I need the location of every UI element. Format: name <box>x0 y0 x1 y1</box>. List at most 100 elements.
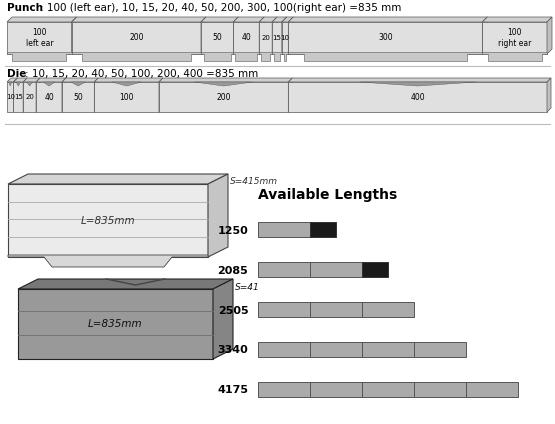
Text: 15: 15 <box>273 35 281 41</box>
Text: 200: 200 <box>129 33 144 42</box>
Text: Available Lengths: Available Lengths <box>258 188 397 202</box>
Polygon shape <box>62 78 98 82</box>
Text: Die: Die <box>7 69 27 79</box>
Polygon shape <box>72 17 77 54</box>
Polygon shape <box>208 174 228 257</box>
Text: 100
right ear: 100 right ear <box>498 28 531 48</box>
Text: 100
left ear: 100 left ear <box>26 28 53 48</box>
Polygon shape <box>13 78 27 82</box>
Bar <box>414 382 466 397</box>
Polygon shape <box>482 17 552 22</box>
Polygon shape <box>16 82 21 86</box>
Bar <box>362 262 388 277</box>
Bar <box>310 262 362 277</box>
Polygon shape <box>288 17 487 22</box>
Polygon shape <box>213 279 233 359</box>
Bar <box>310 342 362 357</box>
Bar <box>362 342 414 357</box>
Polygon shape <box>36 78 40 112</box>
Polygon shape <box>159 78 292 82</box>
Polygon shape <box>7 82 13 112</box>
Text: L=835mm: L=835mm <box>80 215 135 226</box>
Text: 400: 400 <box>410 92 425 101</box>
Polygon shape <box>282 52 288 61</box>
Bar <box>258 262 310 277</box>
Polygon shape <box>482 52 547 61</box>
Polygon shape <box>18 279 233 289</box>
Text: 200: 200 <box>216 92 231 101</box>
Polygon shape <box>13 82 23 112</box>
Polygon shape <box>233 17 264 22</box>
Bar <box>414 342 466 357</box>
Polygon shape <box>282 22 288 54</box>
Polygon shape <box>272 22 282 54</box>
Polygon shape <box>8 184 208 257</box>
Polygon shape <box>7 22 72 54</box>
Bar <box>362 382 414 397</box>
Polygon shape <box>159 82 288 112</box>
Polygon shape <box>94 78 98 112</box>
Bar <box>258 222 310 237</box>
Bar <box>310 382 362 397</box>
Polygon shape <box>288 52 482 61</box>
Text: 15: 15 <box>14 94 23 100</box>
Polygon shape <box>94 82 159 112</box>
Text: 10: 10 <box>281 35 290 41</box>
Polygon shape <box>360 82 476 86</box>
Polygon shape <box>201 52 233 61</box>
Polygon shape <box>259 52 272 61</box>
Polygon shape <box>282 17 287 54</box>
Polygon shape <box>272 17 287 22</box>
Polygon shape <box>259 17 277 22</box>
Polygon shape <box>282 17 293 22</box>
Text: 40: 40 <box>44 92 54 101</box>
Polygon shape <box>159 78 163 112</box>
Text: 50: 50 <box>73 92 83 101</box>
Polygon shape <box>23 82 36 112</box>
Polygon shape <box>72 22 201 54</box>
Polygon shape <box>482 22 547 54</box>
Text: 40: 40 <box>241 33 251 42</box>
Polygon shape <box>36 82 62 112</box>
Polygon shape <box>233 17 238 54</box>
Bar <box>258 382 310 397</box>
Polygon shape <box>195 82 253 86</box>
Text: 20: 20 <box>261 35 270 41</box>
Polygon shape <box>72 17 206 22</box>
Polygon shape <box>23 78 40 82</box>
Polygon shape <box>8 255 208 267</box>
Polygon shape <box>272 52 282 61</box>
Bar <box>362 302 414 317</box>
Polygon shape <box>112 82 141 86</box>
Polygon shape <box>9 82 12 86</box>
Text: 100: 100 <box>119 92 134 101</box>
Polygon shape <box>288 78 292 112</box>
Polygon shape <box>8 174 228 184</box>
Polygon shape <box>13 78 17 112</box>
Bar <box>310 222 336 237</box>
Polygon shape <box>288 17 293 54</box>
Bar <box>258 342 310 357</box>
Polygon shape <box>272 17 277 54</box>
Polygon shape <box>36 78 66 82</box>
Polygon shape <box>547 78 551 112</box>
Polygon shape <box>547 17 552 54</box>
Polygon shape <box>18 289 213 359</box>
Polygon shape <box>482 17 487 54</box>
Text: 50: 50 <box>213 33 222 42</box>
Bar <box>258 302 310 317</box>
Polygon shape <box>27 82 33 86</box>
Text: 20: 20 <box>25 94 34 100</box>
Text: 300: 300 <box>378 33 392 42</box>
Text: : 10, 15, 20, 40, 50, 100, 200, 400 =835 mm: : 10, 15, 20, 40, 50, 100, 200, 400 =835… <box>25 69 258 79</box>
Polygon shape <box>71 82 85 86</box>
Text: 10: 10 <box>6 94 15 100</box>
Polygon shape <box>201 17 238 22</box>
Bar <box>466 382 518 397</box>
Polygon shape <box>201 17 206 54</box>
Polygon shape <box>288 82 547 112</box>
Text: S=415mm: S=415mm <box>235 282 283 292</box>
Polygon shape <box>72 52 201 61</box>
Polygon shape <box>288 22 482 54</box>
Polygon shape <box>288 78 551 82</box>
